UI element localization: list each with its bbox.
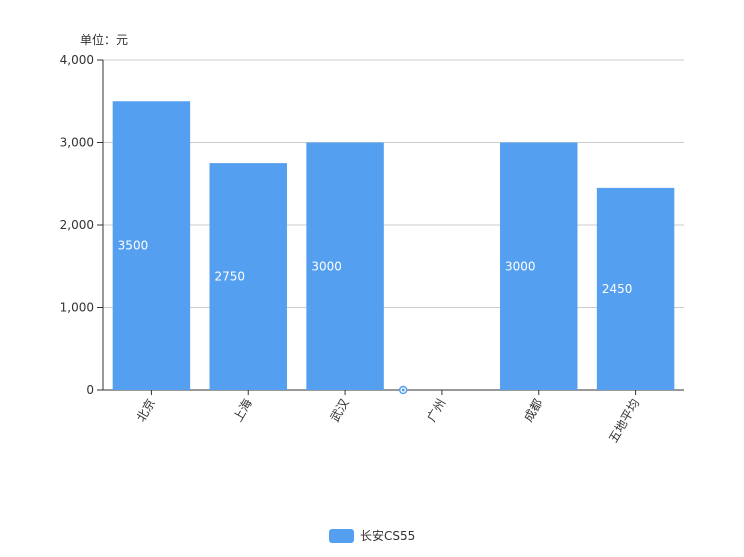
legend-label: 长安CS55 [360, 529, 416, 543]
x-tick-label: 广州 [424, 397, 448, 425]
data-label: 3500 [118, 239, 149, 253]
legend-swatch [329, 528, 354, 543]
unit-label: 单位：元 [80, 33, 129, 47]
bar [500, 142, 578, 390]
y-tick-label: 3,000 [60, 136, 94, 150]
x-tick-label: 五地平均 [606, 397, 642, 446]
zero-value-marker-dot [401, 388, 405, 392]
legend[interactable]: 长安CS55 [329, 527, 415, 544]
bar [596, 187, 675, 390]
data-label: 2750 [215, 270, 246, 284]
bar [306, 142, 384, 390]
x-tick-label: 武汉 [328, 397, 352, 425]
bar [112, 101, 191, 390]
y-tick-label: 0 [86, 383, 94, 397]
x-tick-label: 成都 [521, 397, 545, 425]
y-tick-label: 2,000 [60, 218, 94, 232]
y-tick-label: 1,000 [60, 301, 94, 315]
x-tick-label: 上海 [230, 396, 255, 424]
data-label: 3000 [505, 259, 536, 273]
x-tick-label: 北京 [134, 397, 158, 425]
data-label: 2450 [602, 282, 633, 296]
y-tick-label: 4,000 [60, 53, 94, 67]
data-label: 3000 [311, 259, 342, 273]
bar [209, 163, 287, 390]
